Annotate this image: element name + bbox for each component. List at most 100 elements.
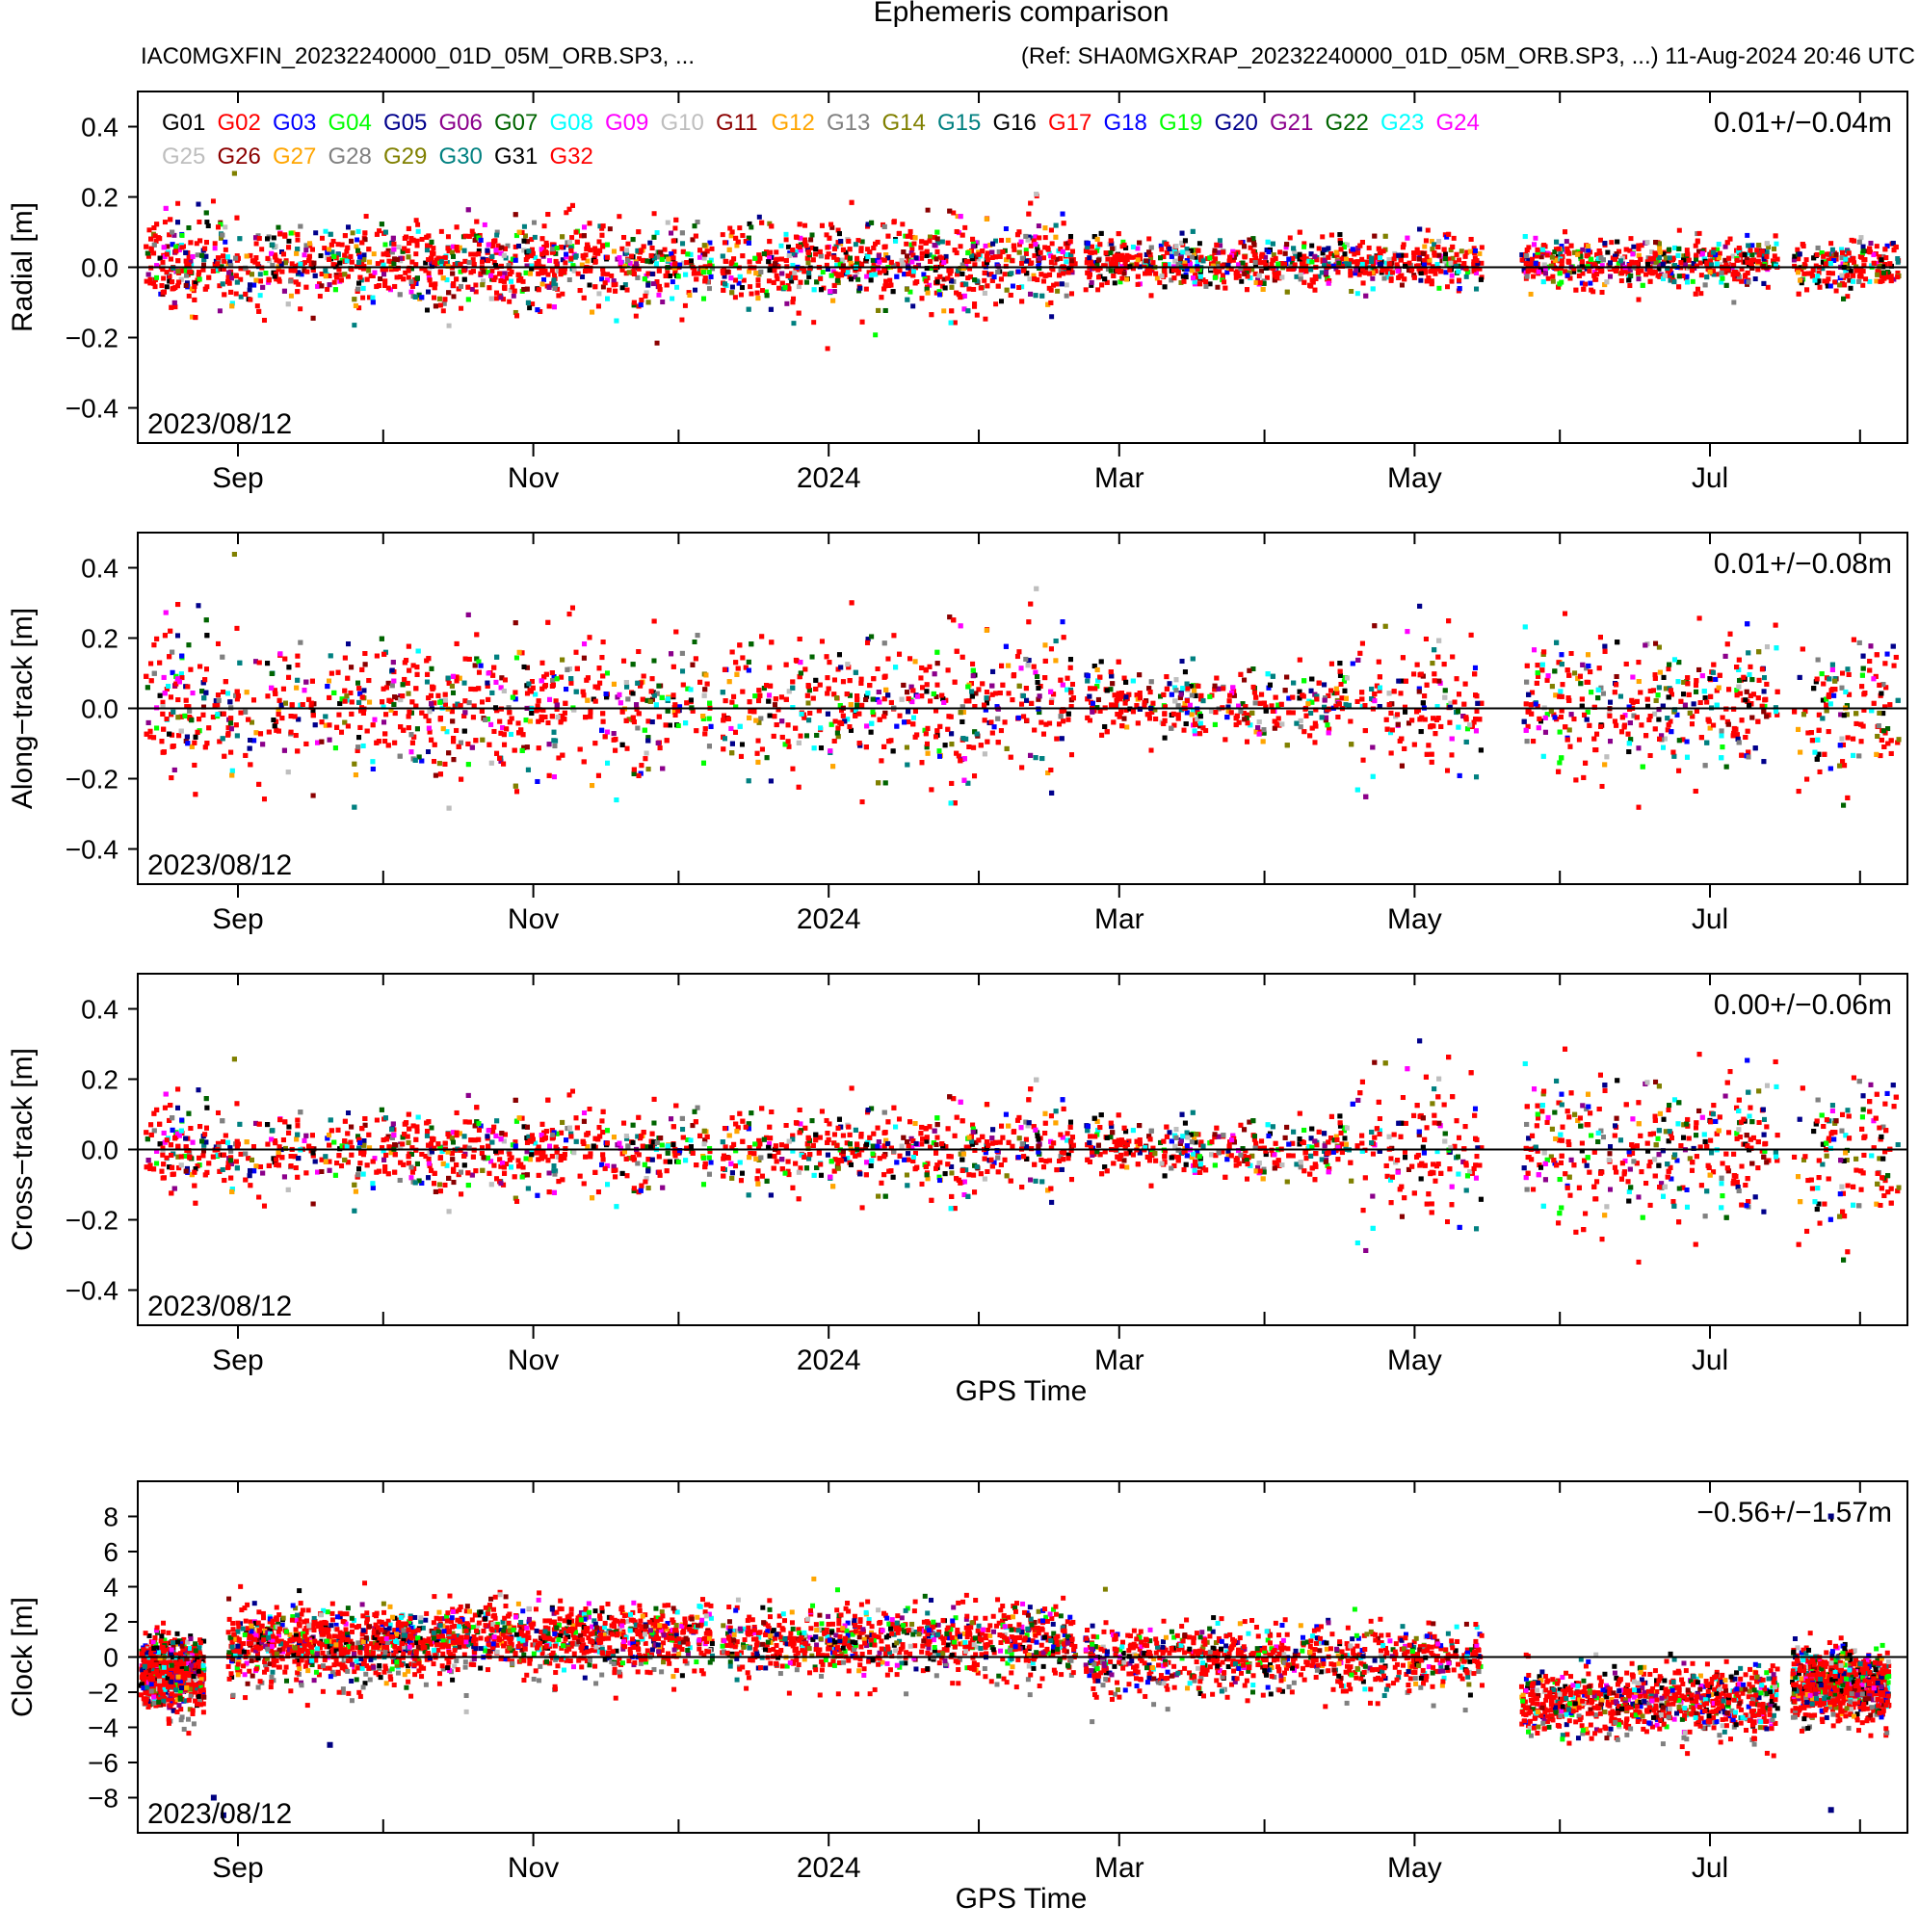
data-point [1370, 286, 1376, 292]
data-point [295, 247, 301, 252]
data-point [1644, 259, 1650, 265]
data-point [1422, 270, 1428, 275]
data-point [1800, 242, 1805, 248]
data-point [1264, 274, 1270, 280]
data-point [1672, 263, 1678, 269]
data-point [943, 253, 949, 259]
data-point [1734, 257, 1740, 263]
data-point [1095, 287, 1101, 293]
data-point [1215, 284, 1221, 290]
data-point [1875, 269, 1880, 274]
data-point [645, 282, 651, 288]
data-point [370, 300, 376, 305]
data-point [436, 296, 442, 301]
data-point [802, 237, 807, 243]
data-point [1816, 270, 1822, 275]
data-point [380, 267, 385, 273]
data-point [295, 231, 301, 237]
data-point [428, 255, 434, 261]
data-point [797, 244, 802, 249]
data-point [974, 278, 980, 284]
data-point [1532, 267, 1538, 273]
data-point [705, 279, 711, 285]
data-point [539, 281, 545, 287]
data-point [1255, 276, 1261, 282]
data-point [1175, 271, 1181, 276]
data-point [1525, 269, 1531, 274]
data-point [1663, 255, 1669, 261]
data-point [1847, 257, 1853, 263]
data-point [1184, 247, 1190, 252]
data-point [1880, 253, 1886, 259]
data-point [461, 248, 467, 253]
data-point [1686, 257, 1692, 263]
data-point [152, 233, 158, 239]
data-point [767, 239, 773, 245]
data-point [346, 224, 352, 230]
data-point [1422, 258, 1428, 264]
data-point [331, 279, 337, 285]
data-point [931, 254, 936, 260]
data-point [1662, 273, 1668, 278]
data-point [941, 276, 947, 282]
data-point [442, 258, 448, 264]
data-point [424, 248, 430, 253]
data-point [196, 201, 201, 207]
data-point [515, 243, 521, 248]
data-point [1880, 270, 1886, 275]
data-point [480, 282, 486, 288]
data-point [1301, 279, 1307, 285]
data-point [1716, 255, 1722, 261]
data-point [212, 261, 218, 267]
data-point [549, 249, 555, 255]
data-point [1609, 240, 1615, 246]
data-point [1183, 272, 1189, 277]
data-point [865, 254, 871, 260]
data-point [476, 248, 482, 253]
data-point [1645, 261, 1651, 267]
data-point [647, 258, 653, 264]
data-point [973, 254, 979, 260]
data-point [266, 279, 272, 285]
data-point [388, 267, 394, 273]
data-point [954, 290, 960, 296]
data-point [859, 239, 865, 245]
data-point [724, 269, 730, 274]
data-point [1718, 262, 1723, 268]
data-point [1432, 250, 1437, 256]
data-point [995, 269, 1001, 274]
data-point [846, 238, 852, 244]
data-point [708, 257, 714, 263]
data-point [656, 292, 662, 298]
data-point [1172, 258, 1178, 264]
data-point [621, 234, 627, 240]
data-point [1736, 274, 1742, 280]
data-point [1567, 275, 1573, 281]
data-point [186, 225, 192, 231]
data-point [680, 241, 686, 247]
data-point [375, 261, 381, 267]
data-point [296, 270, 302, 275]
data-point [446, 290, 452, 296]
data-point [910, 273, 916, 278]
data-point [1154, 275, 1160, 281]
data-point [160, 259, 166, 265]
data-point [1796, 256, 1801, 262]
data-point [1200, 277, 1206, 283]
data-point [1795, 247, 1801, 252]
data-point [1175, 268, 1181, 274]
data-point [811, 287, 817, 293]
data-point [983, 243, 988, 248]
data-point [1024, 271, 1030, 276]
data-point [1764, 253, 1770, 259]
data-point [1627, 248, 1633, 253]
data-point [1384, 270, 1390, 275]
data-point [755, 277, 761, 283]
data-point [1068, 267, 1074, 273]
data-point [573, 229, 579, 235]
data-point [733, 262, 739, 268]
data-point [1710, 249, 1716, 255]
data-point [160, 267, 166, 273]
data-point [1761, 280, 1767, 286]
data-point [1016, 242, 1022, 248]
